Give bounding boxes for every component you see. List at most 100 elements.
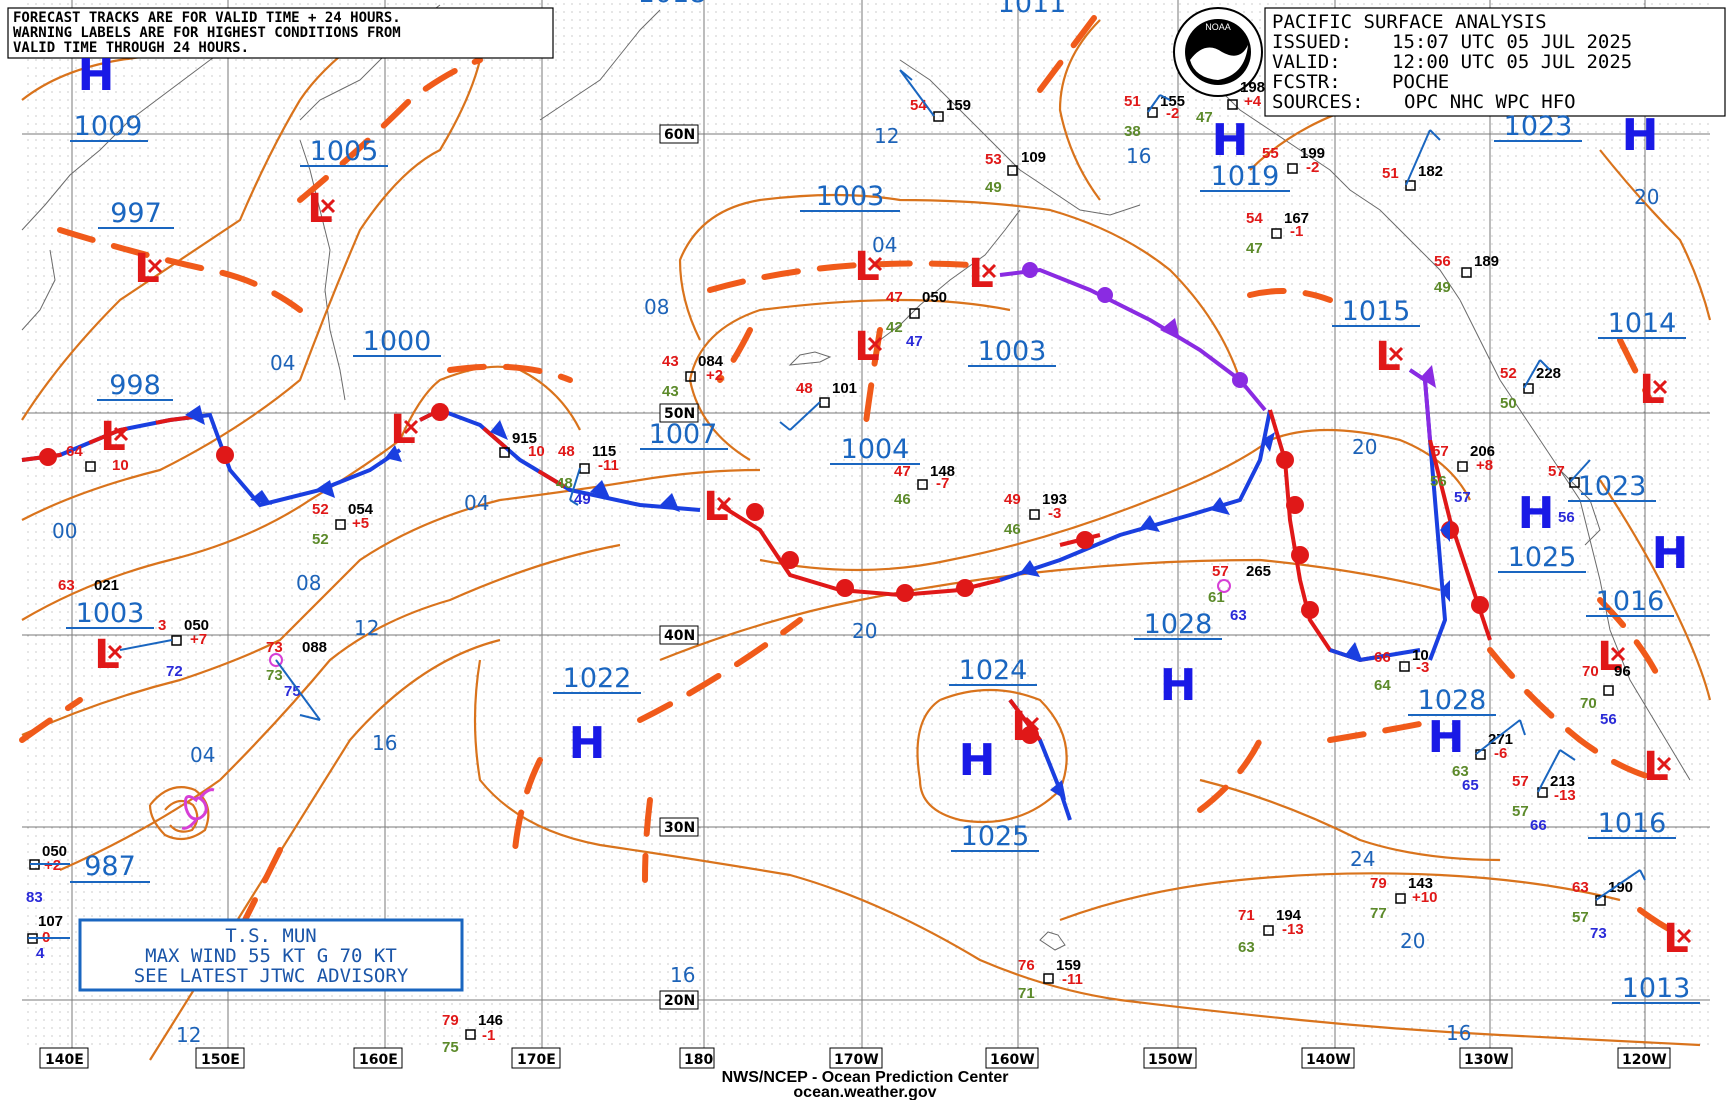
obs-trend: -13	[1554, 787, 1576, 804]
obs-dew: 47	[1246, 240, 1263, 257]
isobar-label: 04	[190, 743, 215, 767]
forecast-note: FORECAST TRACKS ARE FOR VALID TIME + 24 …	[7, 7, 554, 59]
info-forecaster: POCHE	[1392, 71, 1449, 93]
station-obs: 198 47 +4	[1196, 79, 1265, 126]
obs-temp: 57	[1432, 443, 1449, 460]
pressure-label: 1003	[978, 336, 1047, 367]
isobar-label: 04	[872, 233, 897, 257]
lon-label-170e: 170E	[517, 1052, 556, 1068]
obs-pressure: 194	[1276, 907, 1302, 924]
forecast-note-line-3: VALID TIME THROUGH 24 HOURS.	[13, 40, 249, 56]
obs-pressure: 167	[1284, 210, 1309, 227]
obs-trend: 10	[112, 457, 129, 474]
low-center-l: L	[703, 484, 729, 530]
obs-pressure: 146	[478, 1012, 503, 1029]
obs-dew: 48	[556, 475, 573, 492]
obs-temp: 79	[442, 1012, 459, 1029]
isobar-label: 20	[1634, 185, 1659, 209]
obs-pressure: 054	[348, 501, 374, 518]
obs-temp: 47	[886, 289, 903, 306]
obs-dew: 52	[312, 531, 329, 548]
obs-pressure: 228	[1536, 365, 1561, 382]
wind-barbs	[28, 69, 1646, 939]
obs-temp: 79	[1370, 875, 1387, 892]
obs-temp: 57	[1548, 463, 1565, 480]
obs-pressure: 265	[1246, 563, 1271, 580]
station-obs: 79 143 77 +10	[1370, 875, 1437, 922]
obs-pressure: 190	[1608, 879, 1633, 896]
obs-trend: -1	[482, 1027, 495, 1044]
obs-trend: -11	[598, 457, 619, 474]
isobar-label: 20	[852, 619, 877, 643]
obs-temp: 66	[1374, 649, 1391, 666]
lon-label-160w: 160W	[990, 1052, 1035, 1068]
pressure-label: 1003	[76, 598, 145, 629]
pressure-label: 1005	[310, 136, 379, 167]
pressure-label: 1004	[841, 434, 910, 465]
obs-trend: +8	[1476, 457, 1493, 474]
pressure-label: 1016	[1598, 808, 1667, 839]
pressure-label: 1003	[816, 181, 885, 212]
obs-trend: -2	[1306, 159, 1319, 176]
obs-pressure: 084	[698, 353, 724, 370]
low-center-l: L	[1663, 916, 1689, 962]
obs-wave: 73	[1590, 925, 1607, 942]
low-center-l: L	[1011, 704, 1037, 750]
station-obs: 3 050 +7 72	[158, 617, 209, 680]
storm-advisory-box: T.S. MUN MAX WIND 55 KT G 70 KT SEE LATE…	[78, 918, 464, 992]
isobar-label: 16	[670, 963, 695, 987]
obs-pressure: 915	[512, 430, 537, 447]
obs-temp: 63	[58, 577, 75, 594]
pressure-label: 998	[109, 370, 161, 401]
pressure-label: 1025	[961, 821, 1030, 852]
low-centers: L L L L L L L L L L L L L L L	[94, 186, 1689, 962]
isobar-label: 12	[176, 1023, 201, 1047]
obs-temp: 51	[1382, 165, 1399, 182]
obs-dew: 70	[1580, 695, 1597, 712]
isobar-label: 08	[644, 295, 669, 319]
obs-wave: 66	[1530, 817, 1547, 834]
station-obs: 63 021	[58, 577, 119, 594]
station-obs: 57 206 56 +8 57	[1430, 443, 1495, 506]
station-obs: 70 96 70 56	[1580, 663, 1631, 728]
low-center-l: L	[1643, 744, 1669, 790]
obs-dew: 50	[1500, 395, 1517, 412]
lat-label-60n: 60N	[664, 127, 695, 143]
obs-temp: 54	[910, 97, 927, 114]
lat-label-30n: 30N	[664, 820, 695, 836]
obs-dew: 61	[1208, 589, 1225, 606]
obs-dew: 57	[1572, 909, 1589, 926]
credit-line-1: NWS/NCEP - Ocean Prediction Center	[722, 1069, 1009, 1086]
info-title: PACIFIC SURFACE ANALYSIS	[1272, 11, 1547, 33]
isobar-label: 20	[1400, 929, 1425, 953]
pressure-label: 987	[84, 851, 136, 882]
obs-trend: +10	[1412, 889, 1437, 906]
storm-advisory-line-2: MAX WIND 55 KT G 70 KT	[145, 945, 397, 967]
station-obs: 52 054 52 +5	[312, 501, 374, 548]
lon-label-140w: 140W	[1306, 1052, 1351, 1068]
obs-pressure: 198	[1240, 79, 1265, 96]
longitude-labels: 140E 150E 160E 170E 180 170W 160W 150W 1…	[39, 1047, 1671, 1069]
obs-dew: 49	[985, 179, 1002, 196]
obs-pressure: 96	[1614, 663, 1631, 680]
latitude-labels: 60N 50N 40N 30N 20N	[659, 124, 699, 1010]
pressure-label: 1015	[1342, 296, 1411, 327]
pressure-label: 1009	[74, 111, 143, 142]
station-obs: 56 189 49	[1434, 253, 1499, 296]
obs-temp: 56	[1434, 253, 1451, 270]
pressure-label: 1028	[1144, 609, 1213, 640]
forecast-note-line-2: WARNING LABELS ARE FOR HIGHEST CONDITION…	[13, 25, 401, 41]
pressure-label: 1023	[1504, 111, 1573, 142]
obs-pressure: 199	[1300, 145, 1325, 162]
obs-temp: 55	[1262, 145, 1279, 162]
station-obs: 54 167 47 -1	[1246, 210, 1309, 257]
noaa-logo-text: NOAA	[1205, 22, 1231, 32]
obs-temp: 57	[1212, 563, 1229, 580]
high-center-h: H	[959, 735, 996, 786]
obs-trend: 10	[528, 443, 545, 460]
obs-trend: +7	[190, 631, 207, 648]
lat-label-20n: 20N	[664, 993, 695, 1009]
station-obs: 71 194 63 -13	[1238, 907, 1304, 956]
low-center-l: L	[390, 407, 416, 453]
